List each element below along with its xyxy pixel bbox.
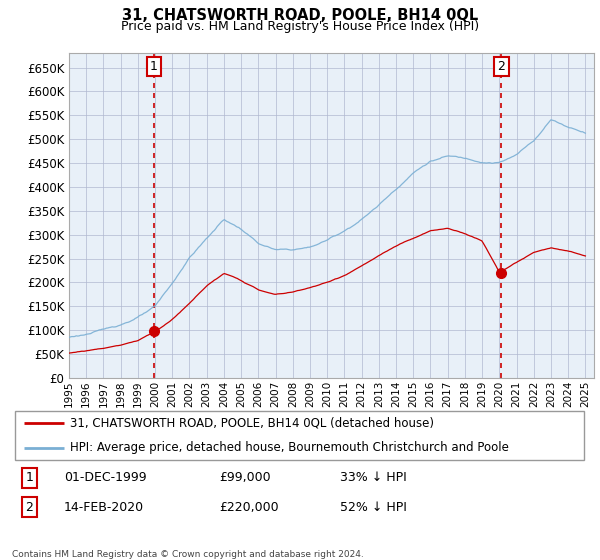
Text: Price paid vs. HM Land Registry's House Price Index (HPI): Price paid vs. HM Land Registry's House …: [121, 20, 479, 32]
Text: 52% ↓ HPI: 52% ↓ HPI: [340, 501, 407, 514]
Text: 1: 1: [25, 471, 33, 484]
Text: 31, CHATSWORTH ROAD, POOLE, BH14 0QL (detached house): 31, CHATSWORTH ROAD, POOLE, BH14 0QL (de…: [70, 417, 434, 430]
FancyBboxPatch shape: [15, 411, 584, 460]
Text: 1: 1: [149, 60, 158, 73]
Text: Contains HM Land Registry data © Crown copyright and database right 2024.
This d: Contains HM Land Registry data © Crown c…: [12, 550, 364, 560]
Text: 33% ↓ HPI: 33% ↓ HPI: [340, 471, 407, 484]
Text: 31, CHATSWORTH ROAD, POOLE, BH14 0QL: 31, CHATSWORTH ROAD, POOLE, BH14 0QL: [122, 8, 478, 24]
Text: 01-DEC-1999: 01-DEC-1999: [64, 471, 146, 484]
Text: 2: 2: [25, 501, 33, 514]
Text: 14-FEB-2020: 14-FEB-2020: [64, 501, 144, 514]
Text: £99,000: £99,000: [220, 471, 271, 484]
Text: £220,000: £220,000: [220, 501, 279, 514]
Text: HPI: Average price, detached house, Bournemouth Christchurch and Poole: HPI: Average price, detached house, Bour…: [70, 441, 508, 454]
Text: 2: 2: [497, 60, 505, 73]
